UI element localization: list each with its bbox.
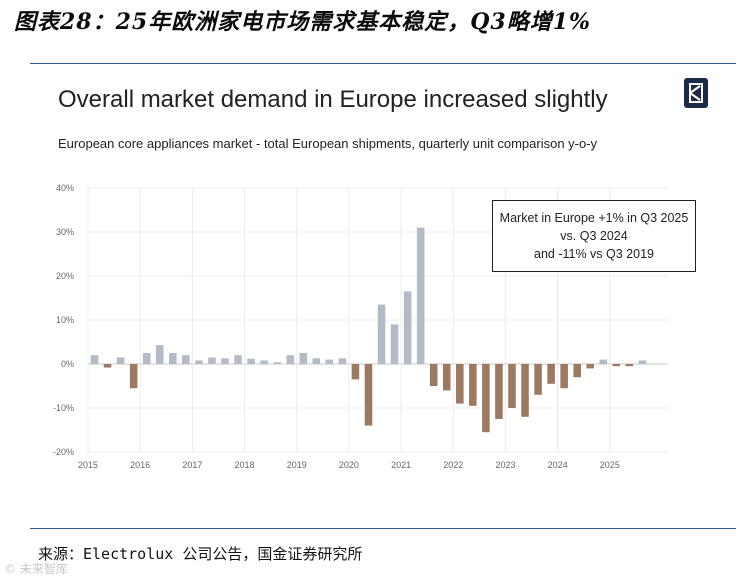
bar-2023Q3: [534, 364, 542, 395]
bar-2017Q3: [221, 358, 229, 364]
x-tick-label: 2018: [235, 460, 255, 470]
annotation-line-2: vs. Q3 2024: [560, 229, 628, 243]
bar-2016Q4: [182, 355, 190, 364]
source-note: 来源：Electrolux 公司公告，国金证券研究所: [38, 545, 363, 563]
bar-2015Q2: [103, 364, 112, 368]
bar-2020Q3: [377, 304, 386, 364]
watermark: © 未来智库: [4, 562, 68, 576]
y-tick-label: 10%: [56, 315, 74, 325]
bar-2025Q3: [638, 360, 647, 364]
bar-2018Q2: [260, 360, 268, 364]
bar-2019Q1: [299, 353, 308, 364]
bar-2022Q1: [456, 364, 464, 404]
annotation-line-1: Market in Europe +1% in Q3 2025: [499, 211, 689, 225]
bar-2024Q3: [586, 364, 595, 369]
bar-2025Q1: [612, 364, 621, 367]
bar-2016Q3: [169, 353, 177, 364]
bar-2015Q4: [129, 364, 138, 389]
bar-2019Q3: [325, 359, 334, 364]
bar-2021Q4: [442, 364, 451, 391]
x-tick-label: 2020: [339, 460, 359, 470]
bar-2015Q1: [90, 355, 99, 364]
y-tick-label: -10%: [53, 403, 74, 413]
chart-title: Overall market demand in Europe increase…: [58, 86, 608, 113]
x-tick-label: 2017: [182, 460, 202, 470]
bar-chart: 40% 30% 20% 10% 0% -10% -20% 2015 2016 2017 2018 20…: [53, 183, 668, 470]
bar-2022Q4: [495, 364, 503, 419]
bar-2017Q4: [234, 355, 242, 364]
bar-2024Q4: [599, 359, 608, 364]
x-tick-label: 2024: [548, 460, 568, 470]
top-divider: [30, 63, 736, 64]
bar-2021Q3: [429, 364, 438, 386]
electrolux-logo-icon: [684, 78, 708, 108]
x-tick-label: 2022: [443, 460, 463, 470]
y-tick-label: 20%: [56, 271, 74, 281]
bar-2015Q3: [116, 357, 125, 364]
bar-2017Q2: [208, 357, 216, 364]
x-tick-label: 2016: [130, 460, 150, 470]
y-tick-label: 30%: [56, 227, 74, 237]
bar-2019Q4: [338, 358, 347, 364]
bar-2025Q2: [625, 364, 634, 367]
bar-2023Q1: [508, 364, 516, 408]
bar-2021Q2: [416, 227, 425, 364]
bar-2020Q2: [364, 364, 373, 426]
bar-2017Q1: [195, 360, 203, 364]
chart-subtitle: European core appliances market - total …: [58, 136, 598, 151]
chart-panel: 40% 30% 20% 10% 0% -10% -20% 2015 2016 2017 2018 20…: [30, 64, 736, 527]
figure-title: 图表28：25年欧洲家电市场需求基本稳定，Q3略增1%: [14, 9, 591, 35]
y-tick-label: 0%: [61, 359, 74, 369]
bar-2019Q2: [312, 358, 321, 364]
bar-2023Q2: [521, 364, 529, 417]
x-tick-label: 2025: [600, 460, 620, 470]
annotation-box: Market in Europe +1% in Q3 2025 vs. Q3 2…: [492, 200, 696, 272]
bar-2018Q4: [286, 355, 294, 364]
bar-2016Q1: [142, 353, 151, 364]
bar-2024Q2: [573, 364, 581, 378]
annotation-line-3: and -11% vs Q3 2019: [534, 247, 654, 261]
x-tick-label: 2015: [78, 460, 98, 470]
x-tick-label: 2021: [391, 460, 411, 470]
bar-2018Q3: [273, 362, 281, 364]
y-tick-label: -20%: [53, 447, 74, 457]
x-tick-label: 2023: [495, 460, 515, 470]
bar-2024Q1: [560, 364, 568, 389]
bar-2018Q1: [247, 358, 255, 364]
bar-2016Q2: [155, 345, 164, 364]
bar-2022Q3: [482, 364, 490, 433]
bar-2020Q4: [390, 324, 399, 364]
bar-2022Q2: [469, 364, 477, 406]
x-tick-label: 2019: [287, 460, 307, 470]
bar-2020Q1: [351, 364, 360, 380]
bar-2023Q4: [547, 364, 555, 384]
bottom-divider: [30, 528, 736, 529]
y-tick-label: 40%: [56, 183, 74, 193]
bar-2021Q1: [403, 291, 412, 364]
